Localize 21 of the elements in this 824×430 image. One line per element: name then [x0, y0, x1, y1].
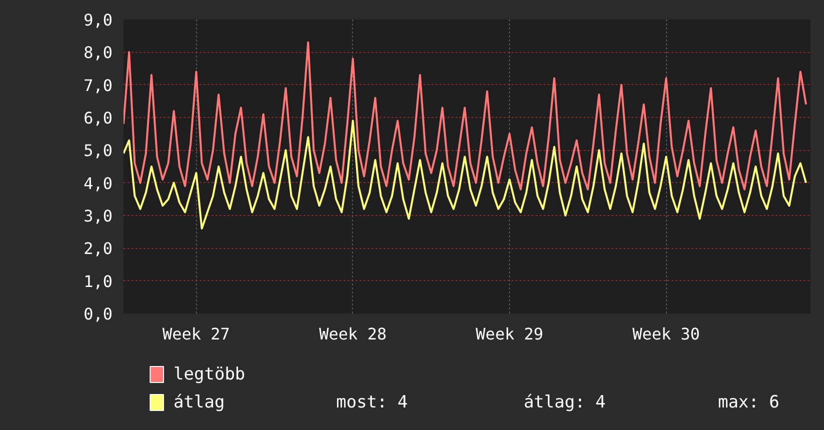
y-tick-label: 7,0 [84, 76, 113, 95]
legend-label: átlag [174, 392, 225, 412]
text: átlag: 4 [524, 392, 606, 412]
legend-label: legtöbb [174, 364, 246, 384]
x-tick-label: Week 30 [632, 324, 700, 344]
line-series [124, 120, 808, 230]
y-tick-label: 9,0 [84, 10, 113, 30]
y-tick-label: 8,0 [84, 43, 113, 62]
y-tick-label: 0,0 [84, 304, 113, 324]
x-tick-label: Week 27 [162, 324, 230, 344]
x-tick-label: Week 29 [476, 324, 544, 344]
y-tick-label: 2,0 [84, 239, 113, 258]
y-tick-label: 1,0 [84, 272, 113, 291]
y-tick-label: 6,0 [84, 108, 113, 128]
text: most: 4 [336, 392, 408, 412]
text: max: 6 [718, 392, 780, 412]
y-tick-label: 3,0 [84, 206, 113, 226]
x-tick-label: Week 28 [319, 324, 387, 344]
line-series [124, 41, 808, 190]
y-tick-label: 4,0 [84, 174, 113, 193]
y-tick-label: 5,0 [84, 141, 113, 160]
